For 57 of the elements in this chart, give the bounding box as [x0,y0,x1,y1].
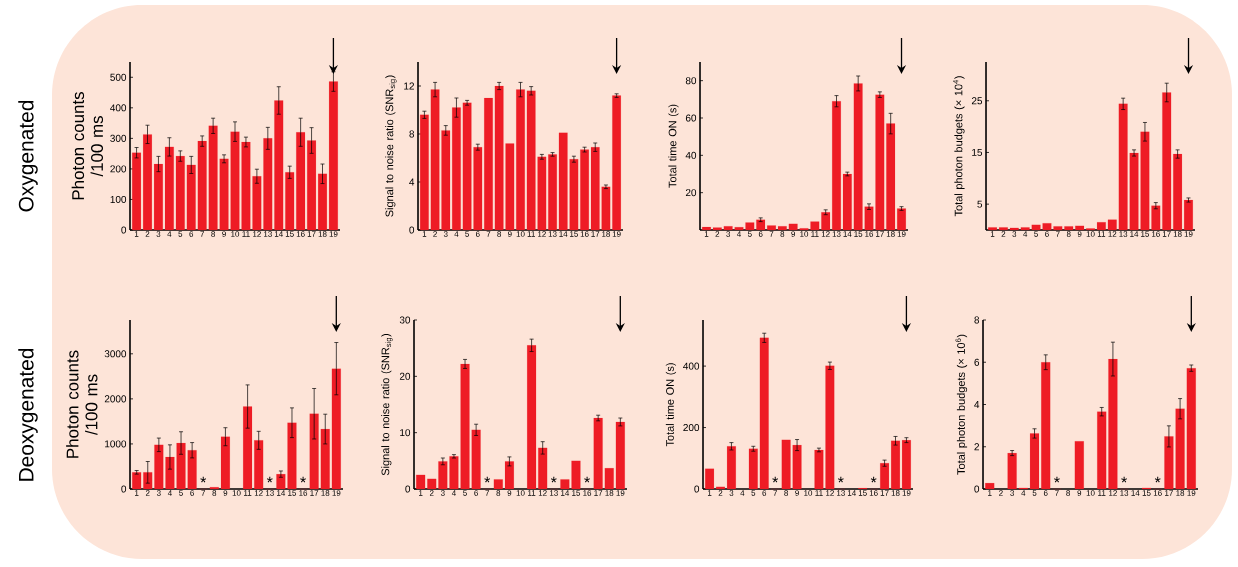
y-tick-label: 20 [685,189,697,197]
annotation: * [584,476,590,483]
text: Oxygenated [18,100,38,212]
annotation: * [870,476,877,483]
y-tick-label: 6 [974,358,980,366]
y-tick-label: 300 [110,134,127,142]
y-axis-title: Total photon budgets (× 10$^{4}$) [953,76,965,217]
y-tick-label: 200 [110,165,127,173]
bar [1074,441,1084,490]
annotation: * [200,476,207,483]
y-axis-title: Signal to noise ratio (SNR$_{sig}$) [385,75,397,217]
y-tick-label: 80 [685,77,697,85]
y-tick-label: 25 [971,97,983,105]
y-tick-label: 1000 [105,440,127,448]
y-axis-title: Photon counts /100 ms [71,92,104,200]
y-tick-label: 40 [685,151,697,159]
y-tick-label: 5 [977,200,983,208]
y-tick-label: 8 [974,316,980,324]
y-tick-label: 3000 [104,350,127,358]
y-axis-title: Total time ON (s) [668,104,679,188]
y-tick-label: 0 [121,226,127,234]
y-tick-label: 15 [972,148,983,156]
y-tick-label: 12 [404,82,414,90]
annotation: * [300,476,306,483]
y-tick-label: 4 [409,178,415,186]
y-tick-label: 4 [974,401,980,408]
y-axis-title: Total photon budgets (× 10$^{6}$) [955,334,968,475]
annotation: * [1121,476,1127,483]
y-tick-label: 200 [683,424,700,432]
y-tick-label: 2 [974,443,979,451]
y-tick-label: 400 [683,362,700,370]
y-tick-label: 10 [400,429,411,437]
y-tick-label: 8 [409,130,415,138]
y-tick-label: 2000 [104,395,127,403]
y-tick-label: 500 [110,73,127,81]
y-tick-label: 0 [694,485,700,493]
y-tick-label: 0 [974,485,980,493]
y-tick-label: 0 [409,226,415,234]
y-tick-label: 60 [685,114,697,122]
y-tick-label: 100 [110,195,127,203]
y-axis-title: Signal to noise ratio (SNR$_{sig}$) [381,333,393,476]
annotation: * [1054,476,1060,483]
annotation: * [266,476,273,483]
y-tick-label: 0 [405,485,411,493]
y-tick-label: 400 [110,104,127,112]
y-tick-label: 20 [399,372,411,380]
annotation: * [837,476,844,483]
annotation: * [772,476,779,483]
annotation: * [484,476,491,483]
bar [985,483,995,490]
y-axis-title: Photon counts /100 ms [66,350,98,458]
annotation: * [550,476,557,483]
y-tick-label: 30 [399,316,411,324]
y-tick-label: 0 [121,485,127,493]
y-axis-title: Total time ON (s) [665,363,677,447]
text: Deoxygenated [18,348,38,481]
annotation: * [1154,476,1161,483]
